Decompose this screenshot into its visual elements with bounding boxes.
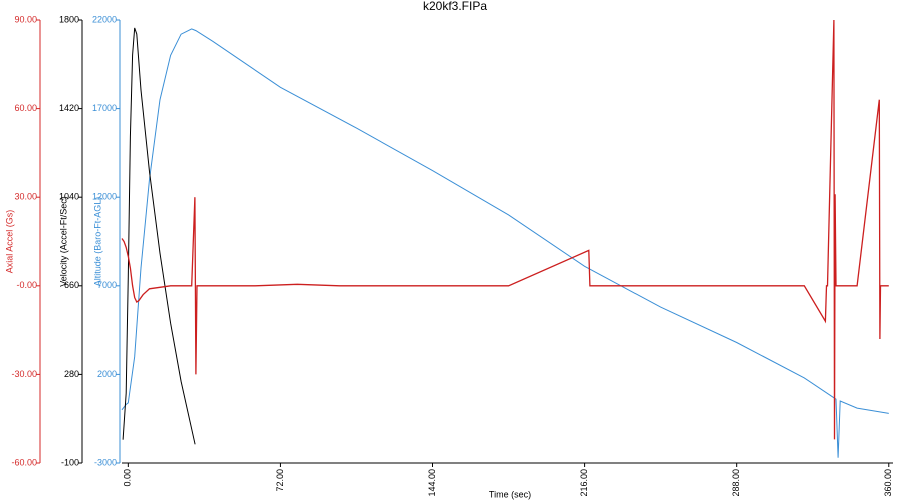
x-axis-title: Time (sec) — [489, 489, 531, 499]
y-tick-label: -100 — [61, 457, 79, 467]
y-tick-label: 17000 — [92, 103, 117, 113]
y-tick-label: 60.00 — [14, 103, 37, 113]
axis-title: Altitude (Baro-Ft-AGL) — [92, 197, 102, 287]
x-tick-label: 360.00 — [883, 469, 893, 497]
y-tick-label: -30.00 — [11, 369, 37, 379]
y-tick-label: 1040 — [59, 192, 79, 202]
data-line — [121, 19, 889, 440]
chart-title: k20kf3.FIPa — [423, 0, 487, 13]
y-tick-label: -60.00 — [11, 457, 37, 467]
x-tick-label: 144.00 — [427, 469, 437, 497]
y-tick-label: 30.00 — [14, 192, 37, 202]
y-tick-label: 90.00 — [14, 14, 37, 24]
y-tick-label: 12000 — [92, 192, 117, 202]
y-tick-label: 280 — [64, 369, 79, 379]
data-line — [121, 28, 889, 458]
y-tick-label: 2000 — [97, 369, 117, 379]
axis-title: Axial Accel (Gs) — [4, 210, 14, 274]
y-tick-label: 660 — [64, 280, 79, 290]
y-tick-label: 1800 — [59, 14, 79, 24]
y-tick-label: -3000 — [94, 457, 117, 467]
y-tick-label: 7000 — [97, 280, 117, 290]
x-tick-label: 288.00 — [731, 469, 741, 497]
data-line — [122, 27, 196, 445]
axis-title: Velocity (Accel-Ft/Sec) — [58, 196, 68, 287]
y-tick-label: 22000 — [92, 14, 117, 24]
x-tick-label: 0.00 — [123, 469, 133, 487]
y-tick-label: -0.00 — [16, 280, 37, 290]
y-tick-label: 1420 — [59, 103, 79, 113]
x-tick-label: 72.00 — [275, 469, 285, 492]
x-tick-label: 216.00 — [579, 469, 589, 497]
